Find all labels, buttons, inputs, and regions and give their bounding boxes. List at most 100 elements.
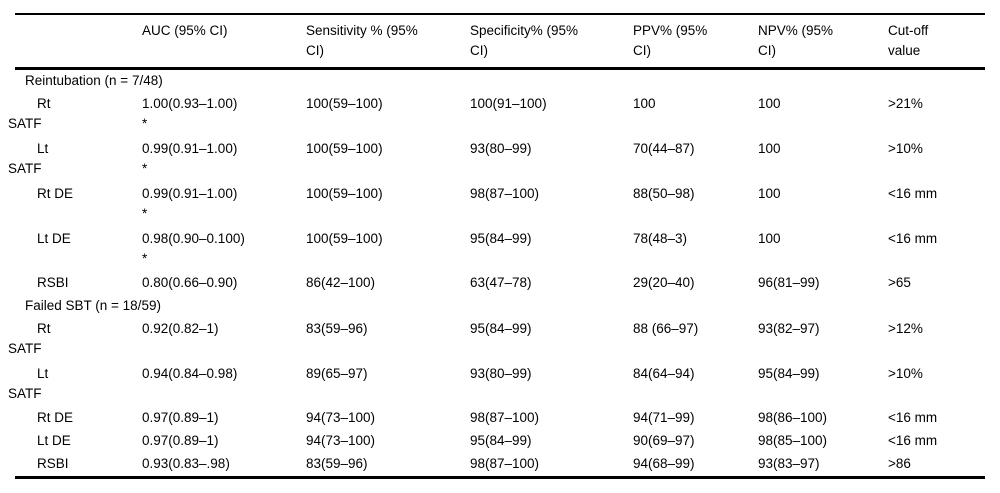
cell-npv-value: 93(83–97): [758, 456, 820, 471]
cell-cutoff-value-value: <16 mm: [888, 231, 938, 246]
cell-npv: 100: [758, 94, 888, 134]
cell-ppv: 94(71–99): [633, 408, 758, 428]
cell-cutoff-value: >65: [888, 273, 985, 293]
cell-auc: 0.97(0.89–1): [142, 431, 306, 451]
cell-cutoff-value: >10%: [888, 364, 985, 404]
cell-cutoff-value-value: >10%: [888, 141, 923, 156]
row-label-line2: SATF: [8, 386, 42, 401]
cell-cutoff-value: >12%: [888, 319, 985, 359]
row-label-line1: Lt DE: [37, 433, 71, 448]
cell-cutoff-value: <16 mm: [888, 431, 985, 451]
row-label-line1: Rt DE: [37, 410, 74, 425]
section-header-row: Failed SBT (n = 18/59): [25, 298, 161, 313]
cell-npv-value: 100: [758, 186, 781, 201]
cell-specificity: 95(84–99): [470, 229, 633, 269]
cell-npv: 95(84–99): [758, 364, 888, 404]
cell-ppv: 88(50–98): [633, 184, 758, 224]
cell-sensitivity: 86(42–100): [306, 273, 470, 293]
header-text: CI): [758, 43, 776, 58]
cell-ppv-value: 84(64–94): [633, 366, 695, 381]
row-label-line2: SATF: [8, 161, 42, 176]
auc-value: 0.80(0.66–0.90): [142, 275, 238, 290]
cell-specificity: 98(87–100): [470, 454, 633, 474]
cell-npv: 100: [758, 184, 888, 224]
row-label-cell: RSBI: [15, 454, 142, 474]
cell-cutoff-value: >86: [888, 454, 985, 474]
cell-npv: 100: [758, 229, 888, 269]
cell-sensitivity-value: 94(73–100): [306, 410, 376, 425]
cell-specificity: 95(84–99): [470, 319, 633, 359]
cell-ppv: 88 (66–97): [633, 319, 758, 359]
cell-ppv: 100: [633, 94, 758, 134]
cell-sensitivity-value: 89(65–97): [306, 366, 368, 381]
cell-specificity-value: 98(87–100): [470, 410, 540, 425]
cell-npv-value: 98(85–100): [758, 433, 828, 448]
table-row: Rt DE 0.97(0.89–1) 94(73–100) 98(87–100) 94(…: [15, 407, 985, 430]
cell-sensitivity-value: 100(59–100): [306, 231, 383, 246]
cell-auc: 1.00(0.93–1.00) *: [142, 94, 306, 134]
auc-value: 0.99(0.91–1.00): [142, 141, 238, 156]
cell-sensitivity: 100(59–100): [306, 139, 470, 179]
cell-cutoff-value: <16 mm: [888, 408, 985, 428]
cell-auc: 0.92(0.82–1): [142, 319, 306, 359]
header-text: Specificity% (95%: [470, 23, 579, 38]
cell-ppv: 84(64–94): [633, 364, 758, 404]
cell-sensitivity-value: 83(59–96): [306, 456, 368, 471]
cell-cutoff-value-value: >86: [888, 456, 911, 471]
row-label-line1: Lt DE: [37, 231, 71, 246]
row-label-line1: Rt: [37, 321, 51, 336]
auc-value: 0.97(0.89–1): [142, 433, 219, 448]
header-text: CI): [633, 43, 651, 58]
section-header-row: Reintubation (n = 7/48): [25, 73, 163, 88]
cell-npv: 98(86–100): [758, 408, 888, 428]
auc-value: 0.92(0.82–1): [142, 321, 219, 336]
cell-npv: 93(83–97): [758, 454, 888, 474]
cell-npv: 93(82–97): [758, 319, 888, 359]
cell-npv-value: 93(82–97): [758, 321, 820, 336]
cell-specificity: 93(80–99): [470, 139, 633, 179]
cell-specificity: 93(80–99): [470, 364, 633, 404]
cell-cutoff-value-value: >65: [888, 275, 911, 290]
cell-specificity-value: 93(80–99): [470, 141, 532, 156]
cell-sensitivity: 83(59–96): [306, 454, 470, 474]
cell-ppv: 90(69–97): [633, 431, 758, 451]
table-row: Lt SATF 0.94(0.84–0.98) 89(65–97) 93(80–99) 8…: [8, 362, 985, 407]
cell-ppv: 29(20–40): [633, 273, 758, 293]
auc-footnote-asterisk: *: [142, 206, 148, 221]
header-text: [142, 41, 306, 61]
cell-ppv-value: 29(20–40): [633, 275, 695, 290]
cell-cutoff-value: <16 mm: [888, 229, 985, 269]
row-label-line1: Rt: [37, 96, 51, 111]
cell-specificity-value: 95(84–99): [470, 433, 532, 448]
cell-ppv-value: 94(71–99): [633, 410, 695, 425]
cell-ppv-value: 88 (66–97): [633, 321, 699, 336]
cell-sensitivity: 100(59–100): [306, 94, 470, 134]
header-text: PPV% (95%: [633, 23, 708, 38]
row-label-cell: Rt SATF: [8, 94, 142, 134]
row-label-cell: Lt SATF: [8, 139, 142, 179]
cell-sensitivity: 94(73–100): [306, 408, 470, 428]
auc-value: 0.93(0.83–.98): [142, 456, 230, 471]
auc-footnote-asterisk: *: [142, 116, 148, 131]
cell-ppv-value: 100: [633, 96, 656, 111]
cell-cutoff-value-value: <16 mm: [888, 410, 938, 425]
cell-ppv-value: 78(48–3): [633, 231, 688, 246]
header-text: CI): [470, 43, 488, 58]
cell-npv-value: 100: [758, 141, 781, 156]
table-row: RSBI 0.80(0.66–0.90) 86(42–100) 63(47–78) 29…: [15, 272, 985, 295]
cell-ppv-value: 88(50–98): [633, 186, 695, 201]
cell-cutoff-value-value: >10%: [888, 366, 923, 381]
row-label-line1: RSBI: [37, 275, 69, 290]
auc-value: 0.94(0.84–0.98): [142, 366, 238, 381]
cell-sensitivity-value: 83(59–96): [306, 321, 368, 336]
cell-sensitivity: 94(73–100): [306, 431, 470, 451]
row-label-line1: RSBI: [37, 456, 69, 471]
cell-ppv: 94(68–99): [633, 454, 758, 474]
cell-ppv-value: 90(69–97): [633, 433, 695, 448]
table-body: Reintubation (n = 7/48) Rt SATF 1.00(0.93–1…: [8, 70, 985, 479]
cell-ppv: 70(44–87): [633, 139, 758, 179]
header-text: value: [888, 43, 921, 58]
row-label-line2: SATF: [8, 116, 42, 131]
table-row: Rt DE 0.99(0.91–1.00) * 100(59–100) 98(87–10…: [15, 182, 985, 227]
row-label-line1: Lt: [37, 141, 49, 156]
